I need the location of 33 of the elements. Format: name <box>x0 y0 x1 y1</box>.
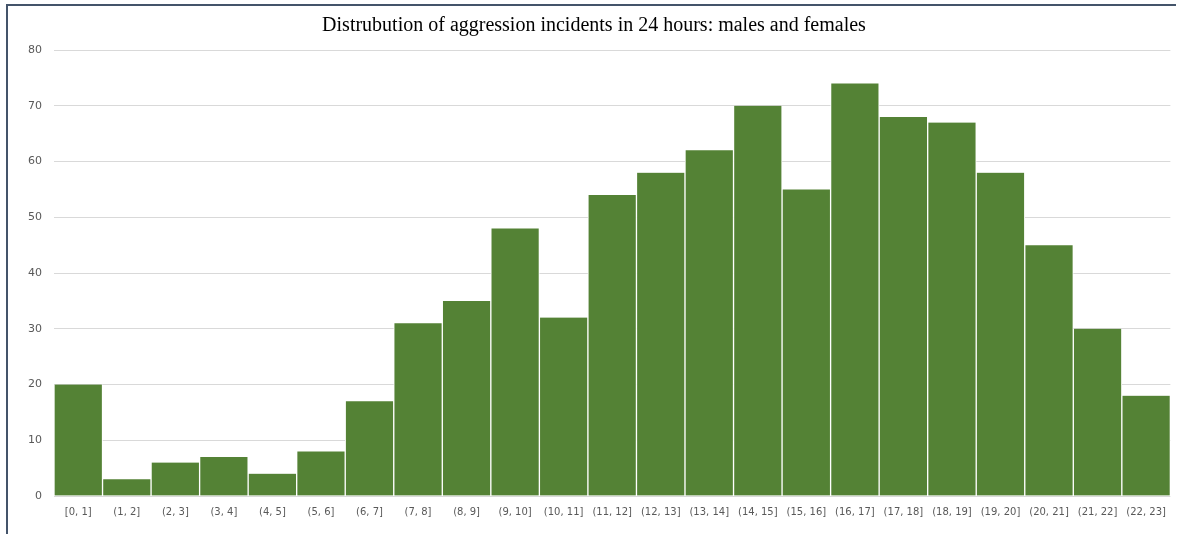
x-tick-label: (12, 13] <box>640 505 681 517</box>
x-tick-label: (21, 22] <box>1077 505 1118 517</box>
x-tick-label: (18, 19] <box>932 505 972 517</box>
x-tick-label: (5, 6] <box>307 505 335 517</box>
x-tick-label: (11, 12] <box>592 505 633 517</box>
x-tick-label: (6, 7] <box>356 505 384 517</box>
x-tick-label: (9, 10] <box>498 505 532 517</box>
x-tick-label: (3, 4] <box>210 505 238 517</box>
x-tick-label: (15, 16] <box>786 505 827 517</box>
x-tick-label: (17, 18] <box>883 505 924 517</box>
y-tick-label: 0 <box>35 488 42 502</box>
x-tick-label: (1, 2] <box>113 505 141 517</box>
y-tick-label: 50 <box>28 210 42 224</box>
chart-title: Distrubution of aggression incidents in 24 hours: males and females <box>322 13 867 37</box>
y-tick-label: 20 <box>28 377 42 391</box>
y-tick-label: 80 <box>28 42 42 56</box>
x-tick-label: (8, 9] <box>453 505 481 517</box>
y-tick-label: 70 <box>28 98 42 112</box>
x-tick-label: [0, 1] <box>64 505 92 517</box>
x-tick-label: (19, 20] <box>980 505 1021 517</box>
y-tick-label: 10 <box>28 433 42 447</box>
y-tick-label: 60 <box>28 154 42 168</box>
x-tick-label: (2, 3] <box>161 505 189 517</box>
x-tick-label: (14, 15] <box>738 505 778 517</box>
y-tick-label: 30 <box>28 321 42 335</box>
y-tick-label: 40 <box>28 265 42 279</box>
x-tick-label: (10, 11] <box>543 505 584 517</box>
x-tick-label: (16, 17] <box>835 505 875 517</box>
x-tick-label: (7, 8] <box>404 505 432 517</box>
x-tick-label: (13, 14] <box>689 505 730 517</box>
x-tick-label: (22, 23] <box>1126 505 1167 517</box>
x-tick-label: (20, 21] <box>1029 505 1069 517</box>
x-tick-label: (4, 5] <box>258 505 286 517</box>
